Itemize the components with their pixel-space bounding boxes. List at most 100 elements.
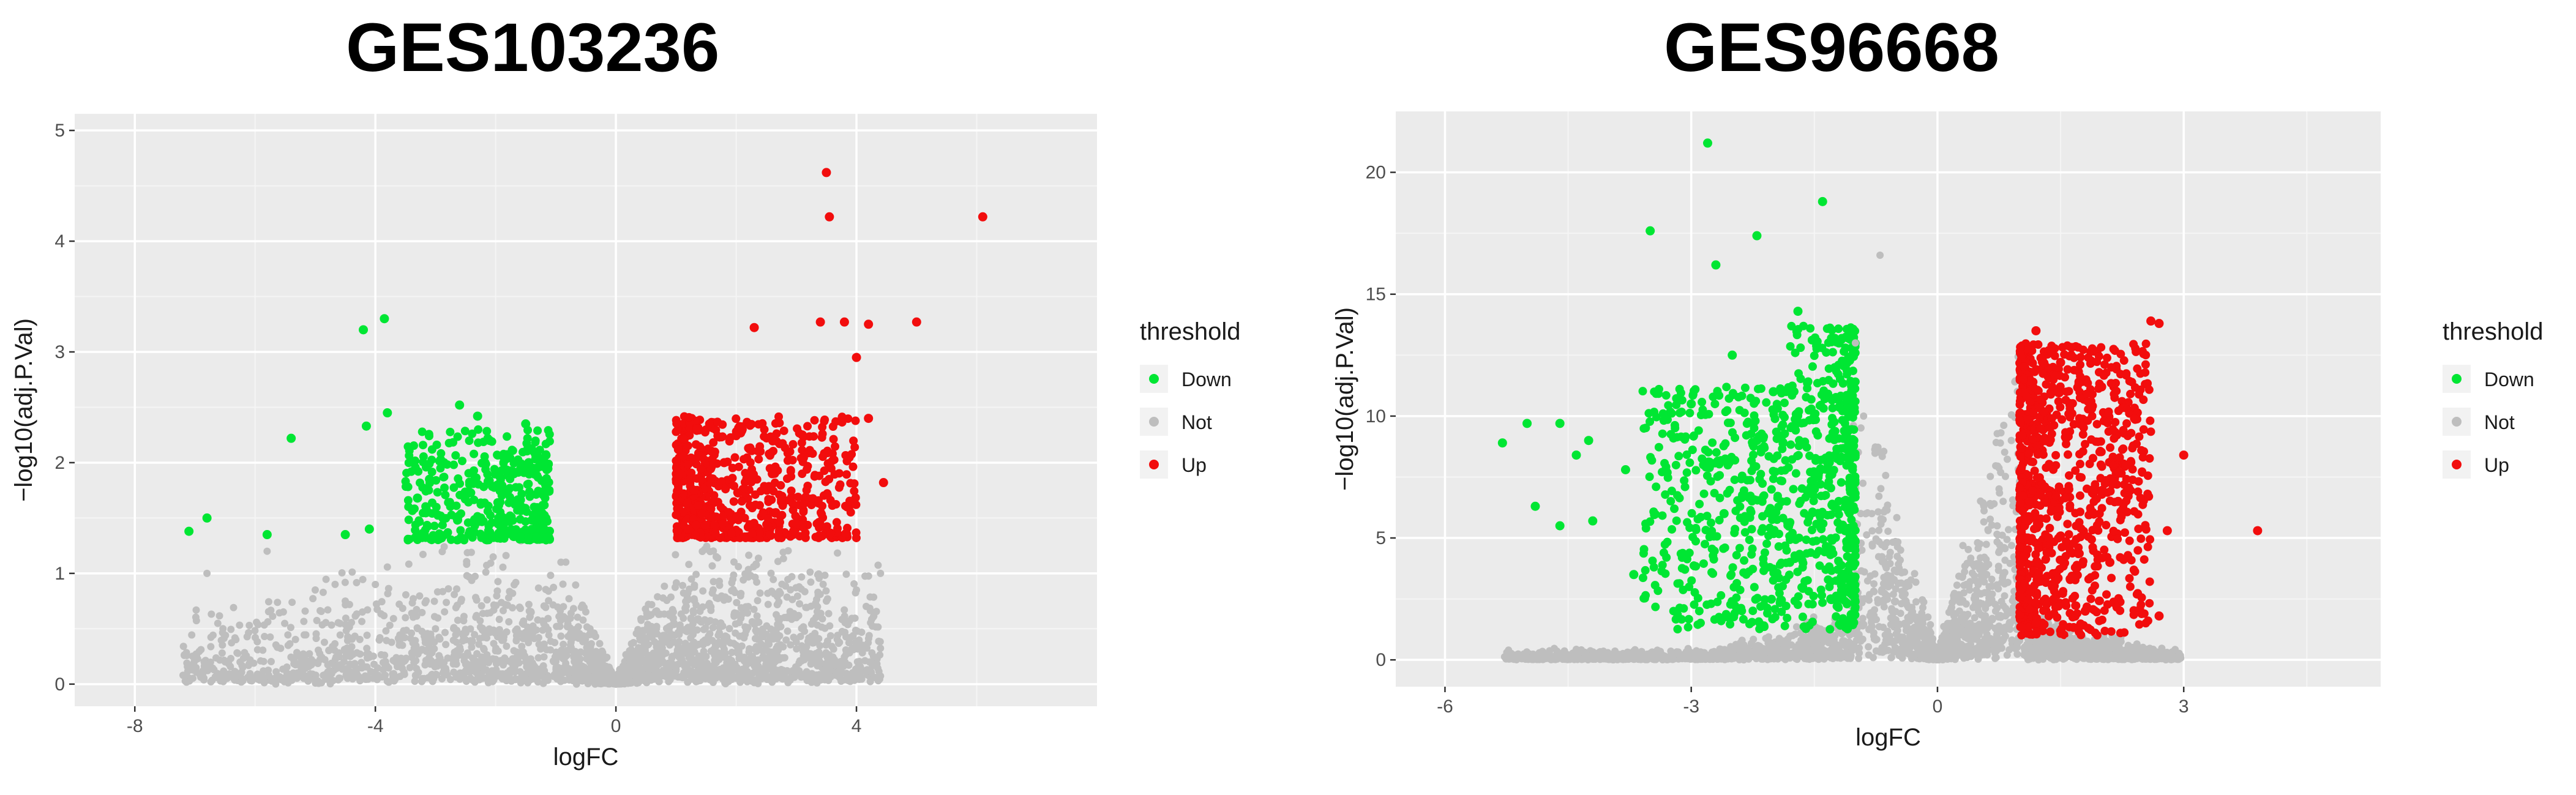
- not-point: [473, 611, 481, 619]
- not-point: [574, 613, 582, 621]
- up-point: [788, 440, 798, 449]
- down-point: [541, 493, 550, 502]
- not-point: [675, 629, 683, 636]
- not-point: [493, 672, 501, 680]
- not-point: [518, 643, 526, 651]
- up-point: [799, 507, 808, 517]
- not-point: [184, 667, 192, 675]
- not-point: [199, 670, 207, 677]
- down-point: [421, 487, 430, 496]
- not-point: [400, 627, 408, 635]
- not-point: [422, 597, 430, 605]
- not-point: [779, 554, 787, 562]
- not-point: [733, 599, 741, 607]
- legend-not-label: Not: [1181, 411, 1212, 433]
- not-point: [798, 624, 806, 632]
- down-point: [483, 470, 492, 479]
- not-point: [411, 671, 419, 679]
- up-point: [841, 529, 850, 538]
- not-point: [349, 651, 357, 659]
- not-point: [525, 629, 533, 636]
- not-point: [687, 615, 695, 623]
- not-point: [281, 619, 289, 627]
- not-point: [367, 668, 375, 676]
- not-point: [320, 638, 328, 646]
- not-point: [675, 638, 683, 646]
- up-point: [776, 481, 785, 490]
- up-point: [799, 499, 808, 509]
- not-point: [460, 617, 468, 625]
- not-point: [409, 613, 417, 621]
- not-point: [219, 629, 227, 636]
- not-point: [502, 551, 510, 559]
- up-point: [787, 486, 796, 495]
- up-point: [747, 420, 756, 429]
- not-point: [716, 665, 724, 673]
- not-point: [828, 643, 836, 651]
- not-point: [322, 575, 330, 583]
- not-point: [389, 673, 397, 681]
- up-point: [745, 520, 754, 529]
- down-point: [532, 532, 541, 542]
- not-point: [803, 671, 811, 679]
- not-point: [863, 644, 871, 652]
- not-point: [667, 622, 675, 630]
- down-point: [468, 429, 477, 438]
- not-point: [274, 599, 282, 607]
- down-point: [542, 474, 551, 483]
- not-point: [544, 614, 552, 622]
- not-point: [444, 585, 452, 593]
- up-point: [766, 483, 776, 492]
- not-point: [350, 662, 358, 670]
- not-point: [818, 674, 826, 682]
- up-point: [845, 496, 854, 506]
- not-point: [522, 658, 530, 666]
- not-point: [433, 588, 441, 596]
- legend-down-swatch: [1149, 374, 1159, 384]
- not-point: [654, 593, 662, 601]
- not-point: [560, 669, 568, 677]
- not-point: [599, 670, 607, 678]
- down-point: [445, 498, 454, 507]
- not-point: [751, 676, 759, 684]
- up-point: [774, 412, 784, 421]
- up-point: [739, 455, 749, 464]
- not-point: [453, 585, 461, 593]
- not-point: [230, 603, 238, 611]
- not-point: [689, 609, 697, 617]
- not-point: [542, 586, 550, 594]
- not-point: [280, 677, 288, 685]
- not-point: [814, 588, 822, 596]
- not-point: [336, 631, 344, 639]
- not-point: [402, 591, 410, 599]
- x-tick-label: 3: [2179, 696, 2189, 717]
- up-point: [732, 512, 741, 521]
- not-point: [542, 646, 550, 654]
- not-point: [755, 643, 763, 651]
- not-point: [454, 616, 462, 624]
- not-point: [754, 554, 762, 562]
- up-point: [709, 438, 718, 447]
- not-point: [650, 651, 657, 659]
- not-point: [789, 666, 797, 674]
- down-point: [449, 460, 459, 469]
- up-point: [728, 463, 737, 472]
- not-point: [834, 672, 842, 680]
- not-point: [454, 673, 462, 681]
- not-point: [236, 658, 244, 666]
- not-point: [659, 594, 667, 602]
- up-point: [683, 498, 692, 507]
- down-point: [544, 464, 553, 473]
- not-point: [557, 558, 565, 566]
- not-point: [534, 616, 542, 624]
- not-point: [569, 605, 577, 613]
- up-point: [912, 317, 921, 327]
- down-point: [495, 529, 504, 538]
- down-point: [262, 530, 272, 540]
- not-point: [2001, 448, 2009, 456]
- not-point: [654, 676, 662, 684]
- not-point: [1865, 596, 1873, 604]
- not-point: [562, 659, 570, 667]
- not-point: [313, 616, 321, 624]
- not-point: [638, 669, 646, 677]
